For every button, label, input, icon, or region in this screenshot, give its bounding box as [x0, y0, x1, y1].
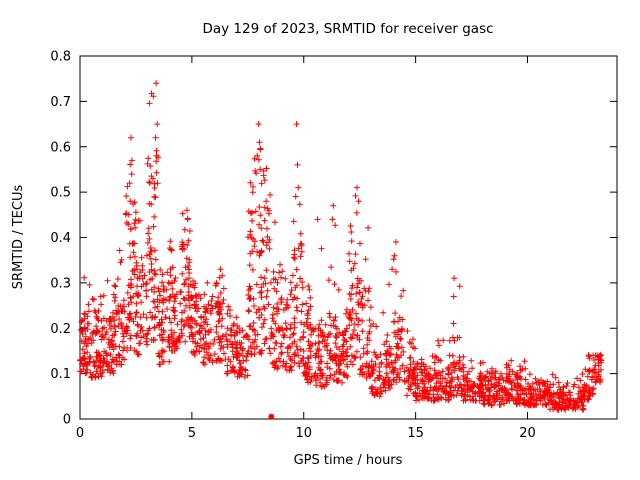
axes: 0 5 10 15 20 0 0.1 0.2 0.3 0.4 0.5 0.6 0.7 0.8 — [50, 50, 618, 441]
y-tick-label: 0.3 — [50, 276, 71, 291]
y-tick-label: 0.7 — [50, 95, 71, 110]
data-points — [77, 80, 605, 420]
chart-title: Day 129 of 2023, SRMTID for receiver gas… — [202, 21, 493, 37]
y-tick-label: 0.8 — [50, 50, 71, 65]
x-tick-label: 15 — [407, 426, 424, 441]
x-tick-label: 0 — [76, 426, 84, 441]
y-tick-label: 0.6 — [50, 140, 71, 155]
scatter-markers — [77, 80, 605, 420]
y-tick-label: 0 — [63, 413, 71, 428]
x-tick-label: 20 — [519, 426, 536, 441]
y-tick-label: 0.5 — [50, 186, 71, 201]
y-tick-label: 0.4 — [50, 231, 71, 246]
x-tick-label: 10 — [295, 426, 312, 441]
y-tick-label: 0.1 — [50, 367, 71, 382]
y-axis-label: SRMTID / TECUs — [11, 185, 26, 290]
x-tick-label: 5 — [188, 426, 196, 441]
x-axis-label: GPS time / hours — [294, 453, 403, 468]
y-tick-label: 0.2 — [50, 322, 71, 337]
